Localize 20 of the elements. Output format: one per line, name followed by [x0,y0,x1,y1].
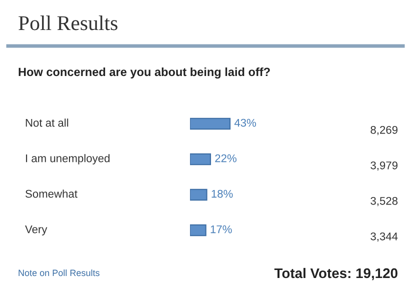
data-label: 18% [212,190,233,198]
y-tick-label: Very [25,225,48,236]
y-tick-label: Not at all [26,118,68,127]
data-label: 22% [215,154,236,162]
text: Total Votes: 19,120 [274,268,398,280]
chart-title: Poll Results [18,16,118,30]
text: 3,344 [370,232,398,242]
text: 3,979 [370,161,398,171]
bar [190,118,231,130]
chart-subtitle: How concerned are you about being laid off? [18,67,270,78]
text: 3,528 [370,196,398,206]
y-tick-label: I am unemployed [26,154,110,164]
bar [190,153,212,166]
bar [190,188,208,201]
bar [190,224,206,236]
data-label: 17% [210,225,232,234]
text: 8,269 [370,126,398,136]
y-tick-label: Somewhat [26,190,78,198]
text: Note on Poll Results [18,269,100,276]
data-label: 43% [234,118,256,127]
